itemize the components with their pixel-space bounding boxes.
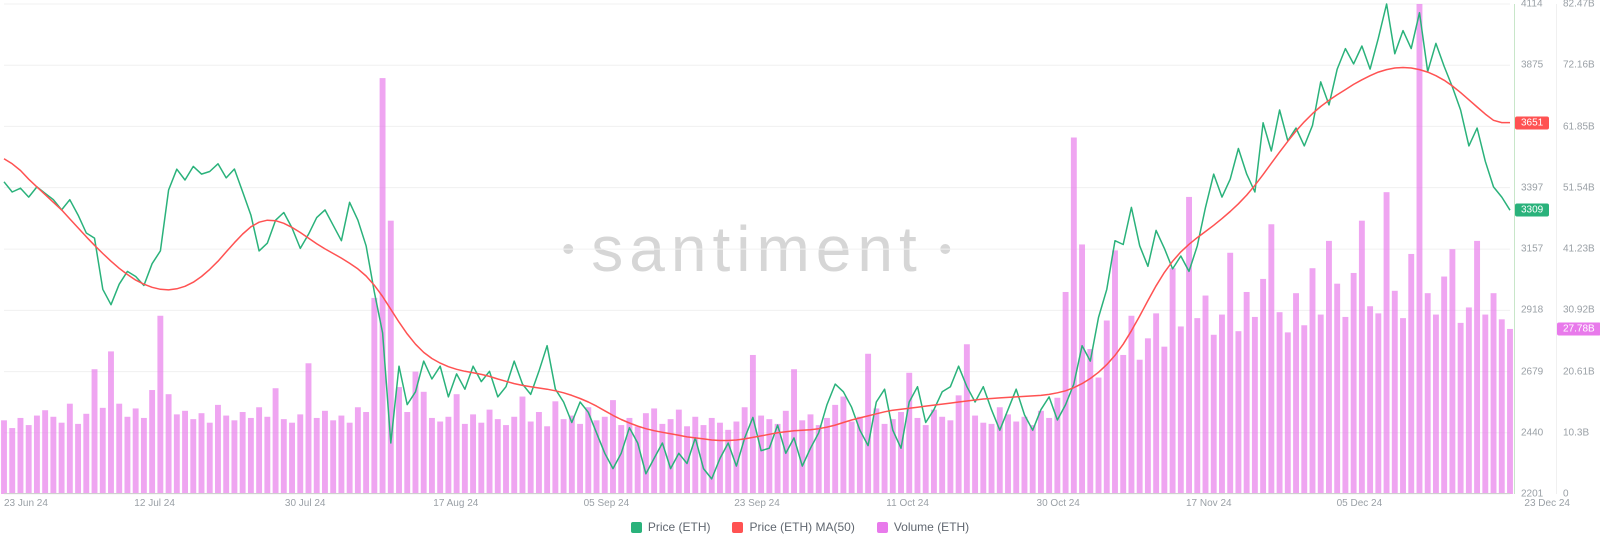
- legend-label-price: Price (ETH): [648, 520, 711, 534]
- y2-tick: 61.85B: [1563, 121, 1595, 132]
- y1-tick: 3397: [1521, 182, 1543, 193]
- chart-legend: Price (ETH) Price (ETH) MA(50) Volume (E…: [0, 520, 1600, 534]
- x-tick: 11 Oct 24: [886, 498, 929, 509]
- x-tick: 23 Jun 24: [4, 498, 48, 509]
- x-tick: 17 Aug 24: [433, 498, 478, 509]
- y1-tick: 4114: [1521, 0, 1543, 10]
- y2-tick: 41.23B: [1563, 244, 1595, 255]
- y1-tick: 2440: [1521, 427, 1543, 438]
- legend-swatch-ma50: [732, 522, 743, 533]
- x-tick: 05 Sep 24: [584, 498, 630, 509]
- y-axis-price: 2201244026792918315733973875411433093651: [1514, 4, 1554, 494]
- y1-tick: 2918: [1521, 305, 1543, 316]
- x-tick: 23 Sep 24: [734, 498, 780, 509]
- x-tick: 30 Jul 24: [285, 498, 326, 509]
- chart-bottom-border: [4, 493, 1510, 494]
- current-volume-badge: 27.78B: [1557, 322, 1600, 335]
- y-axis-volume: 010.3B20.61B30.92B41.23B51.54B61.85B72.1…: [1556, 4, 1600, 494]
- x-tick: 17 Nov 24: [1186, 498, 1232, 509]
- legend-item-volume[interactable]: Volume (ETH): [877, 520, 969, 534]
- current-price-badge: 3309: [1515, 204, 1549, 217]
- current-ma50-badge: 3651: [1515, 116, 1549, 129]
- x-tick: 23 Dec 24: [1524, 498, 1570, 509]
- x-tick: 05 Dec 24: [1337, 498, 1383, 509]
- y2-tick: 72.16B: [1563, 60, 1595, 71]
- y1-tick: 3875: [1521, 60, 1543, 71]
- x-tick: 12 Jul 24: [134, 498, 175, 509]
- legend-swatch-price: [631, 522, 642, 533]
- x-axis-dates: 23 Jun 24 12 Jul 24 30 Jul 24 17 Aug 24 05 S…: [4, 498, 1574, 512]
- legend-swatch-volume: [877, 522, 888, 533]
- y2-tick: 51.54B: [1563, 182, 1595, 193]
- legend-item-price[interactable]: Price (ETH): [631, 520, 711, 534]
- legend-label-ma50: Price (ETH) MA(50): [749, 520, 854, 534]
- y2-tick: 30.92B: [1563, 305, 1595, 316]
- x-tick: 30 Oct 24: [1037, 498, 1080, 509]
- y1-tick: 3157: [1521, 244, 1543, 255]
- y2-tick: 20.61B: [1563, 366, 1595, 377]
- y2-tick: 10.3B: [1563, 427, 1589, 438]
- y1-tick: 2679: [1521, 366, 1543, 377]
- legend-item-ma50[interactable]: Price (ETH) MA(50): [732, 520, 854, 534]
- line-series-layer: [4, 4, 1510, 494]
- y2-tick: 82.47B: [1563, 0, 1595, 10]
- chart-plot-area[interactable]: santiment: [4, 4, 1510, 494]
- legend-label-volume: Volume (ETH): [894, 520, 969, 534]
